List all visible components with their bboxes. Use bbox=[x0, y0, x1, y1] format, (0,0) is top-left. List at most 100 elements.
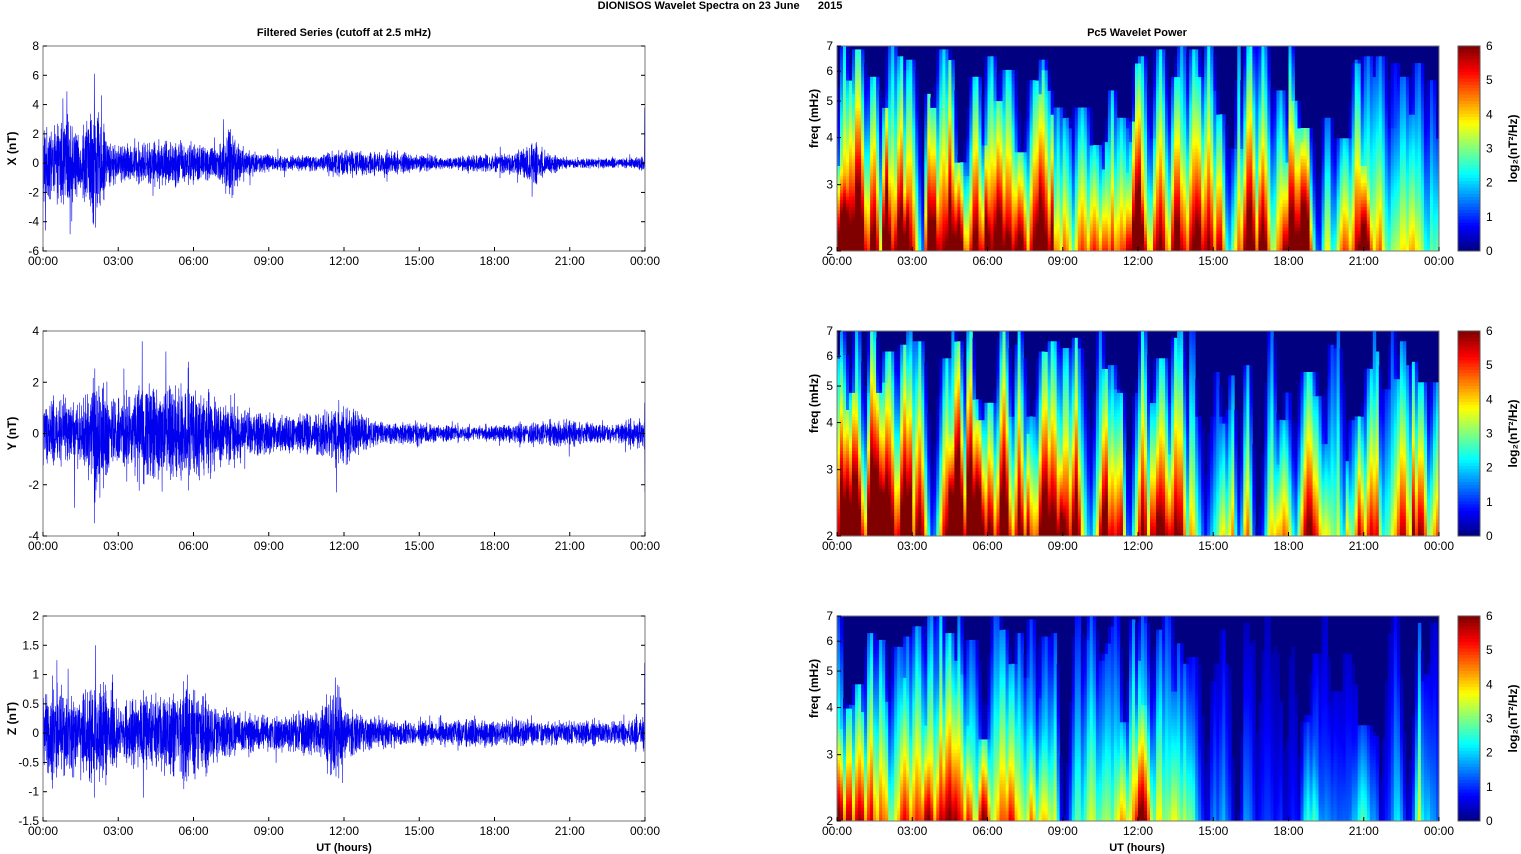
power-x-heatmap-cell bbox=[891, 56, 894, 60]
series-z-panel: -1.5-1-0.500.511.52Z (nT) bbox=[5, 609, 645, 828]
series-y-xtick-label: 15:00 bbox=[404, 539, 434, 553]
power-x-heatmap-cell bbox=[900, 149, 903, 153]
power-x-heatmap-cell bbox=[994, 224, 997, 228]
power-x-heatmap-cell bbox=[885, 90, 888, 94]
power-x-heatmap-cell bbox=[897, 142, 900, 146]
power-x-heatmap-cell bbox=[858, 142, 861, 146]
power-x-heatmap-cell bbox=[1090, 152, 1093, 156]
power-x-heatmap-cell bbox=[945, 186, 948, 190]
power-x-heatmap-cell bbox=[903, 241, 906, 245]
power-x-heatmap-cell bbox=[973, 80, 976, 84]
power-x-heatmap-cell bbox=[1048, 210, 1051, 214]
power-x-heatmap-cell bbox=[885, 128, 888, 132]
power-x-heatmap-cell bbox=[1084, 169, 1087, 173]
power-x-heatmap-cell bbox=[1090, 159, 1093, 163]
power-x-heatmap-cell bbox=[873, 213, 876, 217]
power-x-heatmap-cell bbox=[915, 104, 918, 108]
power-x-heatmap-cell bbox=[900, 169, 903, 173]
power-x-heatmap-cell bbox=[918, 237, 921, 241]
power-x-heatmap-cell bbox=[864, 125, 867, 129]
power-x-heatmap-cell bbox=[867, 138, 870, 142]
power-x-heatmap-cell bbox=[1096, 231, 1099, 235]
power-x-heatmap-cell bbox=[1051, 155, 1054, 159]
power-x-heatmap-cell bbox=[1084, 118, 1087, 122]
power-x-heatmap-cell bbox=[894, 234, 897, 238]
power-x-heatmap-cell bbox=[1045, 128, 1048, 132]
power-x-heatmap-cell bbox=[1006, 84, 1009, 88]
power-x-heatmap-cell bbox=[954, 94, 957, 98]
power-x-heatmap-cell bbox=[997, 224, 1000, 228]
left-column-title: Filtered Series (cutoff at 2.5 mHz) bbox=[257, 27, 432, 39]
power-x-heatmap-cell bbox=[1039, 142, 1042, 146]
power-x-heatmap-cell bbox=[1099, 200, 1102, 204]
power-x-heatmap-cell bbox=[1093, 145, 1096, 149]
power-x-heatmap-cell bbox=[894, 108, 897, 112]
power-x-heatmap-cell bbox=[994, 193, 997, 197]
power-x-heatmap-cell bbox=[858, 104, 861, 108]
power-x-heatmap-cell bbox=[867, 224, 870, 228]
power-x-heatmap-cell bbox=[1048, 131, 1051, 135]
power-x-heatmap-cell bbox=[1075, 138, 1078, 142]
power-x-heatmap-cell bbox=[1039, 193, 1042, 197]
power-x-heatmap-cell bbox=[915, 200, 918, 204]
power-x-heatmap-cell bbox=[985, 152, 988, 156]
power-x-heatmap-cell bbox=[903, 118, 906, 122]
power-x-heatmap-cell bbox=[1105, 152, 1108, 156]
power-x-heatmap-cell bbox=[997, 244, 1000, 248]
power-x-heatmap-cell bbox=[1066, 125, 1069, 129]
power-x-heatmap-cell bbox=[997, 104, 1000, 108]
power-x-heatmap-cell bbox=[976, 138, 979, 142]
power-x-heatmap-cell bbox=[867, 241, 870, 245]
power-x-heatmap-cell bbox=[969, 125, 972, 129]
power-x-heatmap-cell bbox=[1078, 220, 1081, 224]
power-x-heatmap-cell bbox=[912, 159, 915, 163]
power-x-heatmap-cell bbox=[840, 220, 843, 224]
power-x-heatmap-cell bbox=[991, 159, 994, 163]
power-x-heatmap-cell bbox=[840, 125, 843, 129]
power-x-heatmap-cell bbox=[906, 94, 909, 98]
power-x-heatmap-cell bbox=[1108, 210, 1111, 214]
power-x-heatmap-cell bbox=[973, 159, 976, 163]
power-x-heatmap-cell bbox=[963, 169, 966, 173]
power-x-heatmap-cell bbox=[976, 244, 979, 248]
power-x-heatmap-cell bbox=[909, 193, 912, 197]
power-x-heatmap-cell bbox=[1045, 155, 1048, 159]
power-x-heatmap-cell bbox=[991, 97, 994, 101]
power-x-heatmap-cell bbox=[933, 169, 936, 173]
power-x-heatmap-cell bbox=[988, 135, 991, 139]
power-x-heatmap-cell bbox=[997, 227, 1000, 231]
power-x-heatmap-cell bbox=[846, 193, 849, 197]
power-x-heatmap-cell bbox=[843, 114, 846, 118]
power-x-heatmap-cell bbox=[924, 227, 927, 231]
power-x-heatmap-cell bbox=[1045, 210, 1048, 214]
power-x-heatmap-cell bbox=[840, 145, 843, 149]
power-x-heatmap-cell bbox=[864, 101, 867, 105]
power-x-heatmap-cell bbox=[1084, 128, 1087, 132]
power-x-heatmap-cell bbox=[1033, 227, 1036, 231]
power-x-heatmap-cell bbox=[951, 210, 954, 214]
power-x-heatmap-cell bbox=[1003, 70, 1006, 74]
power-x-heatmap-cell bbox=[1057, 149, 1060, 153]
power-x-heatmap-cell bbox=[1030, 224, 1033, 228]
power-x-heatmap-cell bbox=[846, 145, 849, 149]
power-x-heatmap-cell bbox=[936, 162, 939, 166]
power-x-heatmap-cell bbox=[969, 203, 972, 207]
power-x-heatmap-cell bbox=[870, 84, 873, 88]
power-x-heatmap-cell bbox=[1075, 111, 1078, 115]
power-x-heatmap-cell bbox=[1096, 207, 1099, 211]
power-x-heatmap-cell bbox=[1015, 73, 1018, 77]
power-x-heatmap-cell bbox=[973, 227, 976, 231]
power-x-heatmap-cell bbox=[873, 186, 876, 190]
power-x-heatmap-cell bbox=[888, 111, 891, 115]
power-x-heatmap-cell bbox=[1051, 162, 1054, 166]
power-x-heatmap-cell bbox=[876, 220, 879, 224]
power-x-heatmap-cell bbox=[1060, 166, 1063, 170]
power-x-heatmap-cell bbox=[846, 60, 849, 64]
power-x-heatmap-cell bbox=[1072, 131, 1075, 135]
power-x-heatmap-cell bbox=[900, 210, 903, 214]
power-x-heatmap-cell bbox=[927, 172, 930, 176]
power-x-heatmap-cell bbox=[864, 200, 867, 204]
power-x-heatmap-cell bbox=[1051, 227, 1054, 231]
power-x-heatmap-cell bbox=[976, 125, 979, 129]
power-x-heatmap-cell bbox=[879, 159, 882, 163]
